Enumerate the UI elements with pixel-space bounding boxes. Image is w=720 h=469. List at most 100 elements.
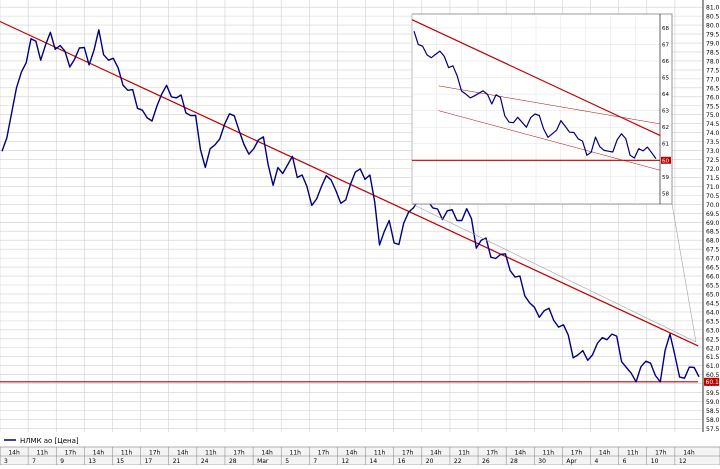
y-tick-label: 77.5 [706, 67, 720, 74]
y-tick-label: 70.5 [706, 193, 720, 200]
inset-y-tick-label: 61 [662, 142, 669, 148]
trendline-downtrend [0, 20, 699, 347]
x-tick-label-bottom: 5 [285, 458, 289, 465]
inset-y-tick-label: 68 [662, 26, 669, 32]
inset-y-tick-label: 64 [662, 92, 669, 98]
y-tick-label: 73.0 [706, 148, 720, 155]
y-tick-label: 69.5 [706, 211, 720, 218]
x-tick-label-bottom: 4 [595, 458, 599, 465]
x-tick-label-top: 11h [290, 450, 302, 457]
x-tick-label-top: 11h [543, 450, 555, 457]
x-tick-label-bottom: Apr [566, 458, 577, 465]
grid-layer [0, 0, 704, 432]
inset-frame [411, 13, 673, 205]
x-tick-label-bottom: 3 [4, 458, 8, 465]
y-tick-label: 62.5 [706, 336, 720, 343]
y-tick-label: 61.0 [706, 363, 720, 370]
y-tick-label: 80.0 [706, 23, 720, 30]
inset-chart-layer: 585960616263646566676860 [411, 13, 697, 343]
x-tick-label-bottom: 17 [145, 458, 153, 465]
x-tick-label-top: 11h [374, 450, 386, 457]
y-tick-label: 64.5 [706, 300, 720, 307]
x-tick-label-top: 11h [205, 450, 217, 457]
x-tick-label-top: 11h [121, 450, 133, 457]
y-tick-label: 67.5 [706, 247, 720, 254]
y-tick-label: 67.0 [706, 256, 720, 263]
x-tick-label-top: 11h [36, 450, 48, 457]
x-tick-label-top: 14h [346, 450, 358, 457]
x-tick-label-bottom: 30 [538, 458, 546, 465]
x-tick-label-top: 17h [233, 450, 245, 457]
legend: НЛМК ао [Цена] [4, 437, 79, 445]
y-tick-label: 78.5 [706, 49, 720, 56]
x-tick-label-top: 17h [65, 450, 77, 457]
x-tick-label-bottom: 15 [116, 458, 124, 465]
inset-trendline-upper [411, 19, 661, 137]
y-tick-label: 58.0 [706, 417, 720, 424]
inset-y-tick-label: 65 [662, 76, 669, 82]
x-tick-label-bottom: 12 [341, 458, 349, 465]
y-tick-label: 74.0 [706, 130, 720, 137]
y-tick-label: 72.5 [706, 157, 720, 164]
price-series-line [1, 29, 700, 383]
y-tick-label: 63.0 [706, 327, 720, 334]
x-tick-label-bottom: 14 [370, 458, 378, 465]
x-tick-label-top: 14h [683, 450, 695, 457]
x-tick-label-bottom: 6 [623, 458, 627, 465]
x-tick-label-top: 14h [515, 450, 527, 457]
x-tick-label-bottom: 7 [32, 458, 36, 465]
inset-y-tick-label: 67 [662, 42, 669, 48]
main-chart-layer [0, 20, 700, 383]
y-tick-label: 66.0 [706, 274, 720, 281]
y-tick-label: 63.5 [706, 318, 720, 325]
y-tick-label: 75.5 [706, 103, 720, 110]
y-tick-label: 71.0 [706, 184, 720, 191]
x-tick-label-top: 14h [599, 450, 611, 457]
x-tick-label-top: 11h [627, 450, 639, 457]
x-tick-label-bottom: 9 [60, 458, 64, 465]
y-tick-label: 59.0 [706, 399, 720, 406]
y-tick-label: 69.0 [706, 220, 720, 227]
y-tick-label: 70.0 [706, 202, 720, 209]
inset-last-price-box [661, 156, 671, 164]
y-tick-label: 73.5 [706, 139, 720, 146]
x-tick-label-top: 17h [655, 450, 667, 457]
y-tick-label: 57.5 [706, 426, 720, 433]
x-tick-label-top: 14h [93, 450, 105, 457]
y-tick-label: 76.5 [706, 85, 720, 92]
y-tick-label: 64.0 [706, 309, 720, 316]
y-tick-label: 80.5 [706, 14, 720, 21]
y-tick-label: 71.5 [706, 175, 720, 182]
y-tick-label: 72.0 [706, 166, 720, 173]
y-tick-label: 59.5 [706, 390, 720, 397]
x-tick-label-top: 17h [149, 450, 161, 457]
y-tick-label: 79.0 [706, 41, 720, 48]
x-tick-label-top: 17h [486, 450, 498, 457]
x-tick-label-top: 17h [402, 450, 414, 457]
inset-series-line [413, 31, 657, 159]
inset-last-price-label: 60 [662, 158, 669, 164]
inset-trendline-channel-top [438, 85, 661, 125]
inset-y-tick-label: 66 [662, 59, 669, 65]
y-tick-label: 74.5 [706, 121, 720, 128]
x-tick-label-top: 14h [430, 450, 442, 457]
x-tick-label-top: 14h [8, 450, 20, 457]
last-price-label: 60.1 [706, 379, 720, 386]
x-tick-label-bottom: 28 [510, 458, 518, 465]
x-tick-label-bottom: 12 [679, 458, 687, 465]
y-tick-label: 58.5 [706, 408, 720, 415]
inset-y-tick-label: 62 [662, 125, 669, 131]
y-tick-label: 60.5 [706, 372, 720, 379]
inset-y-tick-label: 58 [662, 191, 669, 197]
inset-y-tick-label: 63 [662, 109, 669, 115]
y-tick-label: 66.5 [706, 265, 720, 272]
projection-line [671, 203, 697, 343]
x-tick-label-top: 14h [177, 450, 189, 457]
x-tick-label-bottom: 22 [454, 458, 462, 465]
x-tick-label-bottom: 20 [426, 458, 434, 465]
x-tick-label-top: 14h [261, 450, 273, 457]
y-tick-label: 62.0 [706, 345, 720, 352]
